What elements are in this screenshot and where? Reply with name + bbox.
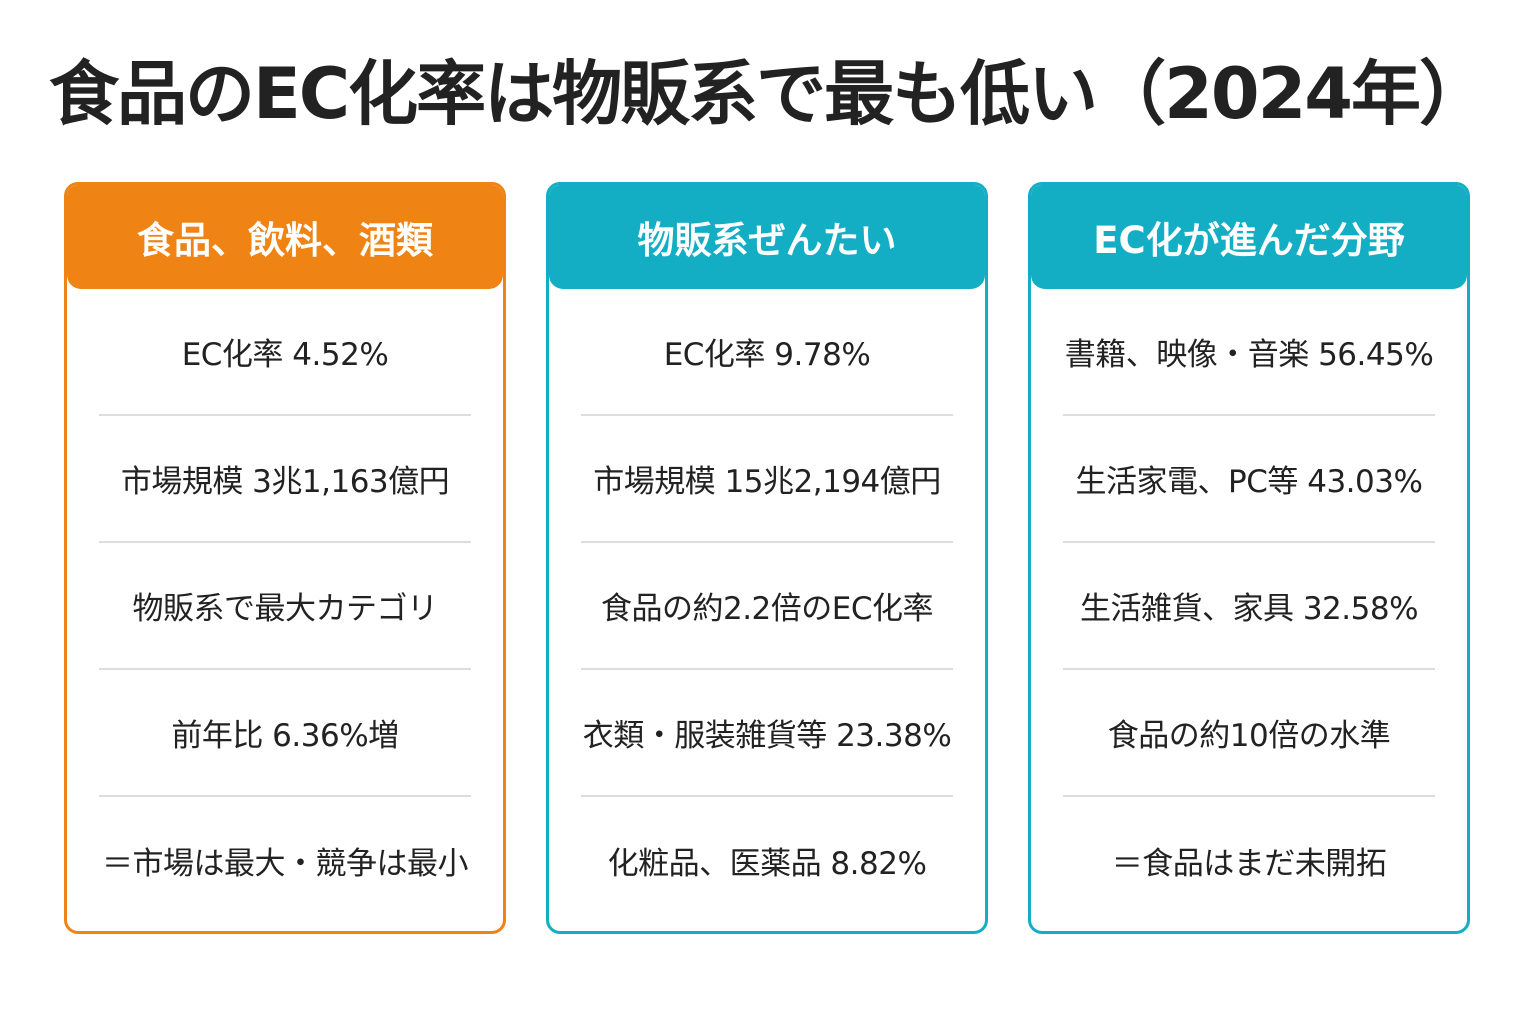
card-food: 食品、飲料、酒類 EC化率 4.52% 市場規模 3兆1,163億円 物販系で最… [64,182,506,934]
card-food-row-yoy-growth: 前年比 6.36%増 [99,670,471,797]
card-food-header: 食品、飲料、酒類 [67,185,503,289]
card-food-row-conclusion: ＝市場は最大・競争は最小 [102,846,469,882]
card-advanced-fields: EC化が進んだ分野 書籍、映像・音楽 56.45% 生活家電、PC等 43.03… [1028,182,1470,934]
card-food-row-ec-rate: EC化率 4.52% [99,289,471,416]
card-food-rows: EC化率 4.52% 市場規模 3兆1,163億円 物販系で最大カテゴリ 前年比… [67,289,503,924]
card-advanced-row-books: 書籍、映像・音楽 56.45% [1063,289,1435,416]
card-advanced-row-appliances: 生活家電、PC等 43.03% [1063,416,1435,543]
card-goods-row-market-size: 市場規模 15兆2,194億円 [581,416,953,543]
card-food-row-market-size: 市場規模 3兆1,163億円 [99,416,471,543]
card-goods-row-ec-rate: EC化率 9.78% [581,289,953,416]
card-goods-header: 物販系ぜんたい [549,185,985,289]
page-title: 食品のEC化率は物販系で最も低い（2024年） [48,53,1489,135]
card-goods-row-comparison: 食品の約2.2倍のEC化率 [581,543,953,670]
card-goods-total: 物販系ぜんたい EC化率 9.78% 市場規模 15兆2,194億円 食品の約2… [546,182,988,934]
card-goods-rows: EC化率 9.78% 市場規模 15兆2,194億円 食品の約2.2倍のEC化率… [549,289,985,924]
card-advanced-rows: 書籍、映像・音楽 56.45% 生活家電、PC等 43.03% 生活雑貨、家具 … [1031,289,1467,924]
card-advanced-row-conclusion: ＝食品はまだ未開拓 [1111,846,1387,882]
card-advanced-header: EC化が進んだ分野 [1031,185,1467,289]
card-goods-row-clothing: 衣類・服装雑貨等 23.38% [581,670,953,797]
card-food-row-largest-category: 物販系で最大カテゴリ [99,543,471,670]
card-advanced-row-comparison: 食品の約10倍の水準 [1063,670,1435,797]
card-goods-row-cosmetics: 化粧品、医薬品 8.82% [607,846,927,882]
card-advanced-row-household: 生活雑貨、家具 32.58% [1063,543,1435,670]
